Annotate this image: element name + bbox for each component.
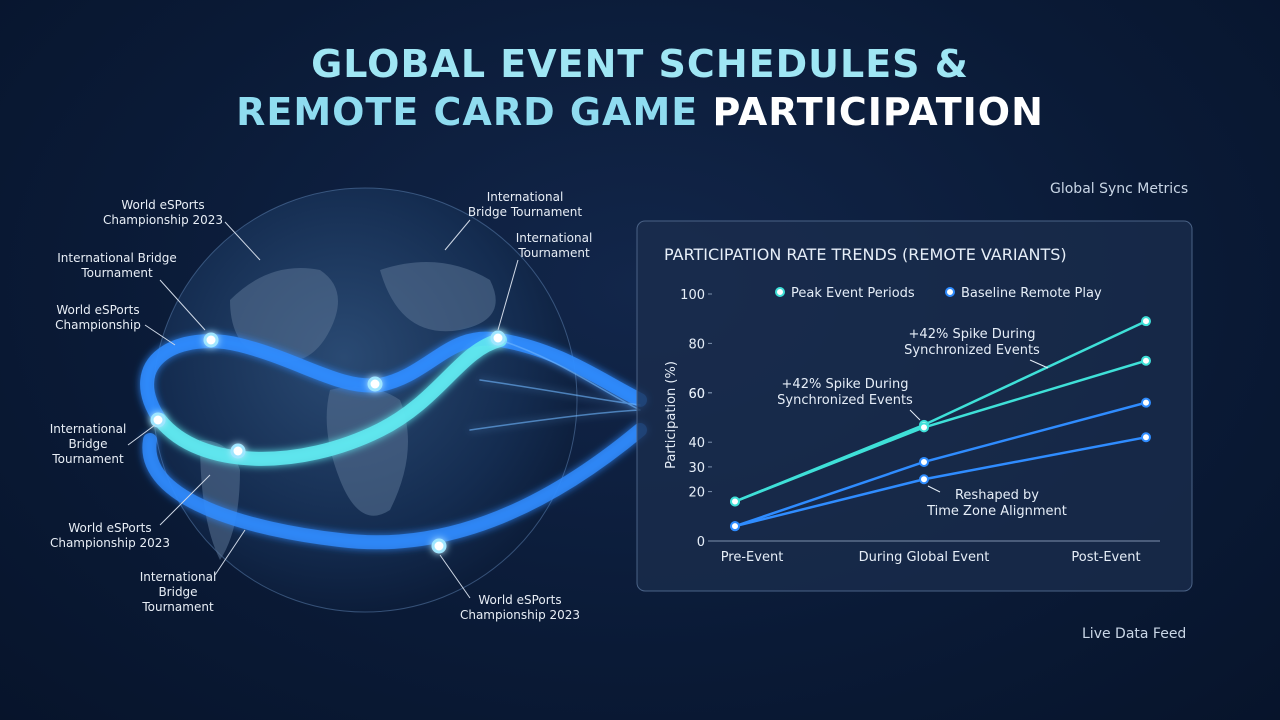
y-tick-label: 60 xyxy=(688,387,705,402)
point xyxy=(919,456,929,467)
point xyxy=(730,496,740,507)
x-tick-label: Pre-Event xyxy=(721,550,784,565)
panel-footer: Live Data Feed xyxy=(1082,626,1187,642)
y-tick-label: 40 xyxy=(688,436,705,451)
legend-label: Peak Event Periods xyxy=(791,286,915,301)
point xyxy=(1141,432,1151,443)
chart-panel xyxy=(636,220,1193,592)
annotation-arrow xyxy=(909,359,1049,493)
globe-label: International Bridge Tournament xyxy=(139,570,217,614)
point xyxy=(919,422,929,433)
y-tick-label: 60 xyxy=(688,387,705,402)
globe-label: International Bridge Tournament xyxy=(49,422,127,466)
point xyxy=(1141,397,1151,408)
annotation: Reshaped by Time Zone Alignment xyxy=(926,488,1067,519)
title-part: PARTICIPATION xyxy=(712,90,1044,134)
point xyxy=(730,521,740,532)
y-tick-label: 100 xyxy=(680,288,705,303)
y-tick-label: 20 xyxy=(688,486,705,501)
chart-title: PARTICIPATION RATE TRENDS (REMOTE VARIAN… xyxy=(664,245,1067,264)
legend-label: Baseline Remote Play xyxy=(961,286,1102,301)
y-tick-label: 0 xyxy=(697,535,705,550)
title-part: REMOTE CARD GAME xyxy=(236,90,699,134)
globe-label: International Bridge Tournament xyxy=(57,251,177,280)
leader-lines xyxy=(127,219,519,599)
legend-swatch xyxy=(775,287,785,297)
y-tick-label: 30 xyxy=(688,461,705,476)
globe-label: World eSPorts Championship 2023 xyxy=(49,521,171,550)
x-tick-label: During Global Event xyxy=(859,550,990,565)
legend-swatch xyxy=(945,287,955,297)
globe-label: World eSPorts Championship 2023 xyxy=(102,198,224,227)
globe-label: International Bridge Tournament xyxy=(467,190,583,219)
title-line: GLOBAL EVENT SCHEDULES & xyxy=(311,42,969,86)
globe-label: World eSPorts Championship 2023 xyxy=(459,593,581,622)
annotation: +42% Spike During Synchronized Events xyxy=(904,327,1040,358)
point xyxy=(1141,355,1151,366)
point xyxy=(919,474,929,485)
y-tick-label: 80 xyxy=(688,337,705,352)
y-axis-label: Participation (%) xyxy=(664,361,679,469)
event-dots xyxy=(150,330,506,554)
annotation: +42% Spike During Synchronized Events xyxy=(777,377,913,408)
x-tick-label: Post-Event xyxy=(1071,550,1140,565)
continents xyxy=(200,262,496,560)
globe-label: World eSPorts Championship xyxy=(55,303,141,332)
globe-label: International Tournament xyxy=(515,231,593,260)
title-line: REMOTE CARD GAME PARTICIPATION xyxy=(0,90,1280,134)
panel-header: Global Sync Metrics xyxy=(1050,181,1189,197)
point xyxy=(1141,316,1151,327)
